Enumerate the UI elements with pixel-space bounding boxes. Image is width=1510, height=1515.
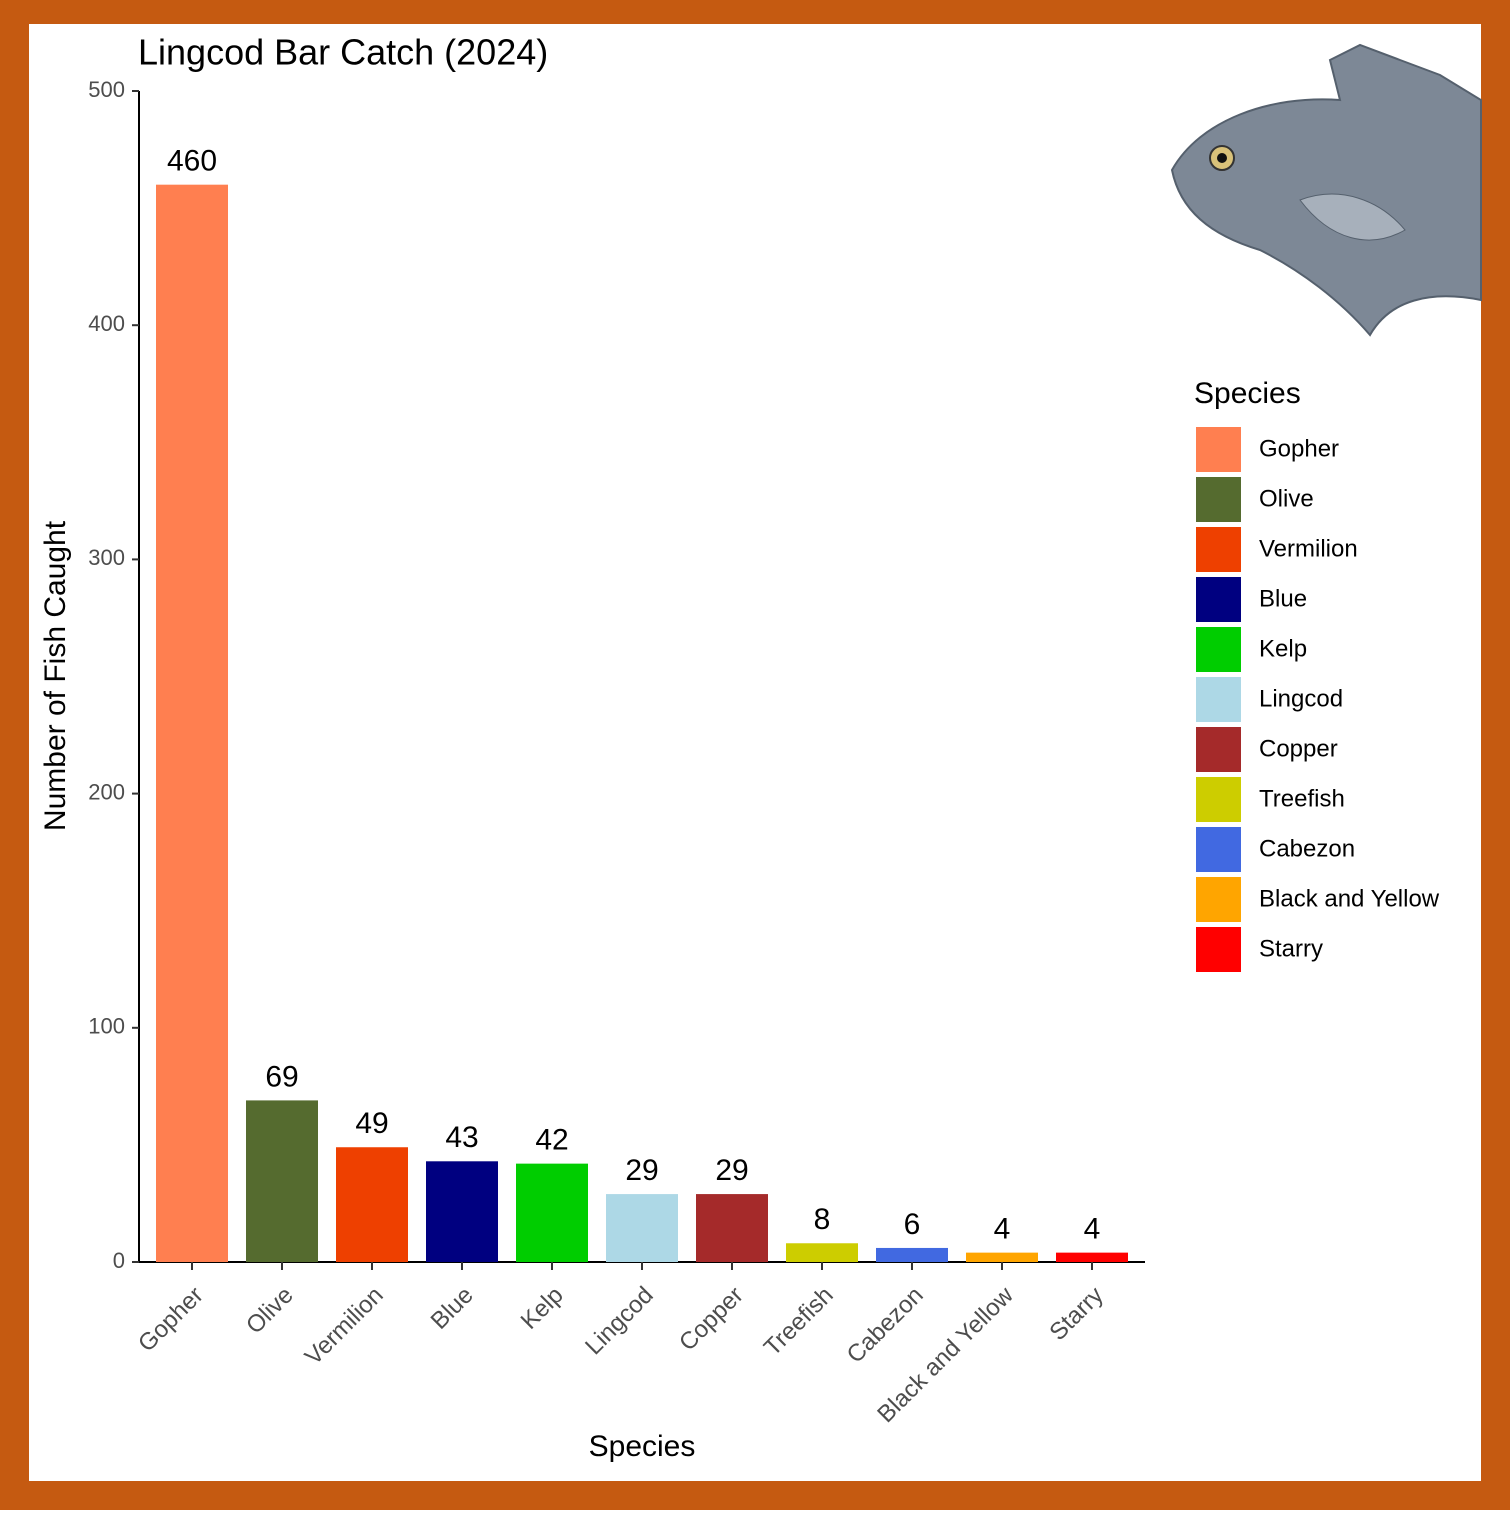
data-label: 460 bbox=[167, 145, 217, 178]
data-label: 4 bbox=[994, 1213, 1011, 1246]
data-label: 69 bbox=[265, 1060, 298, 1093]
legend-label: Starry bbox=[1259, 935, 1323, 962]
bar bbox=[336, 1147, 408, 1262]
data-label: 6 bbox=[904, 1208, 921, 1241]
legend-label: Olive bbox=[1259, 485, 1314, 512]
legend-key bbox=[1196, 527, 1241, 572]
data-label: 8 bbox=[814, 1203, 831, 1236]
y-tick-label: 200 bbox=[88, 779, 125, 804]
y-tick-label: 400 bbox=[88, 311, 125, 336]
data-label: 49 bbox=[355, 1107, 388, 1140]
legend-title: Species bbox=[1194, 377, 1301, 410]
y-tick-label: 100 bbox=[88, 1014, 125, 1039]
x-axis-title: Species bbox=[589, 1430, 696, 1463]
data-label: 4 bbox=[1084, 1213, 1101, 1246]
legend-key bbox=[1196, 727, 1241, 772]
y-axis-title: Number of Fish Caught bbox=[39, 520, 72, 831]
legend-label: Lingcod bbox=[1259, 685, 1343, 712]
bar bbox=[156, 184, 228, 1263]
legend-label: Treefish bbox=[1259, 785, 1345, 812]
legend-key bbox=[1196, 427, 1241, 472]
legend-key bbox=[1196, 777, 1241, 822]
bar bbox=[876, 1247, 948, 1262]
data-label: 42 bbox=[535, 1124, 568, 1157]
bar bbox=[516, 1163, 588, 1262]
bar bbox=[786, 1243, 858, 1262]
legend-key bbox=[1196, 677, 1241, 722]
legend-label: Gopher bbox=[1259, 435, 1339, 462]
y-tick-label: 500 bbox=[88, 77, 125, 102]
legend-key bbox=[1196, 627, 1241, 672]
bar bbox=[966, 1252, 1038, 1262]
legend-label: Vermilion bbox=[1259, 535, 1358, 562]
legend-label: Cabezon bbox=[1259, 835, 1355, 862]
legend-label: Copper bbox=[1259, 735, 1338, 762]
y-tick-label: 300 bbox=[88, 545, 125, 570]
bar bbox=[1056, 1252, 1128, 1262]
legend-key bbox=[1196, 577, 1241, 622]
legend-label: Blue bbox=[1259, 585, 1307, 612]
legend-label: Kelp bbox=[1259, 635, 1307, 662]
y-tick-label: 0 bbox=[113, 1248, 125, 1273]
data-label: 29 bbox=[625, 1154, 658, 1187]
bar bbox=[246, 1100, 318, 1262]
data-label: 29 bbox=[715, 1154, 748, 1187]
legend-label: Black and Yellow bbox=[1259, 885, 1440, 912]
fish-illustration bbox=[1170, 43, 1482, 337]
chart-title: Lingcod Bar Catch (2024) bbox=[138, 32, 548, 73]
bar bbox=[426, 1161, 498, 1262]
bar bbox=[696, 1194, 768, 1262]
legend-key bbox=[1196, 477, 1241, 522]
legend-key bbox=[1196, 877, 1241, 922]
bar bbox=[606, 1194, 678, 1262]
data-label: 43 bbox=[445, 1121, 478, 1154]
legend-key bbox=[1196, 927, 1241, 972]
legend-key bbox=[1196, 827, 1241, 872]
